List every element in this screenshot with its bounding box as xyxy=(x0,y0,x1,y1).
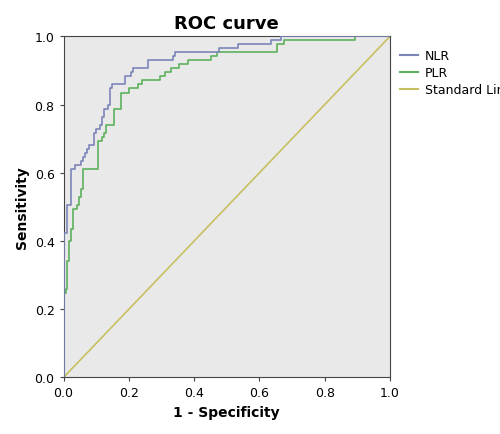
X-axis label: 1 - Specificity: 1 - Specificity xyxy=(174,405,280,419)
Legend: NLR, PLR, Standard Line: NLR, PLR, Standard Line xyxy=(400,50,500,97)
Y-axis label: Sensitivity: Sensitivity xyxy=(15,166,29,249)
Title: ROC curve: ROC curve xyxy=(174,15,279,33)
